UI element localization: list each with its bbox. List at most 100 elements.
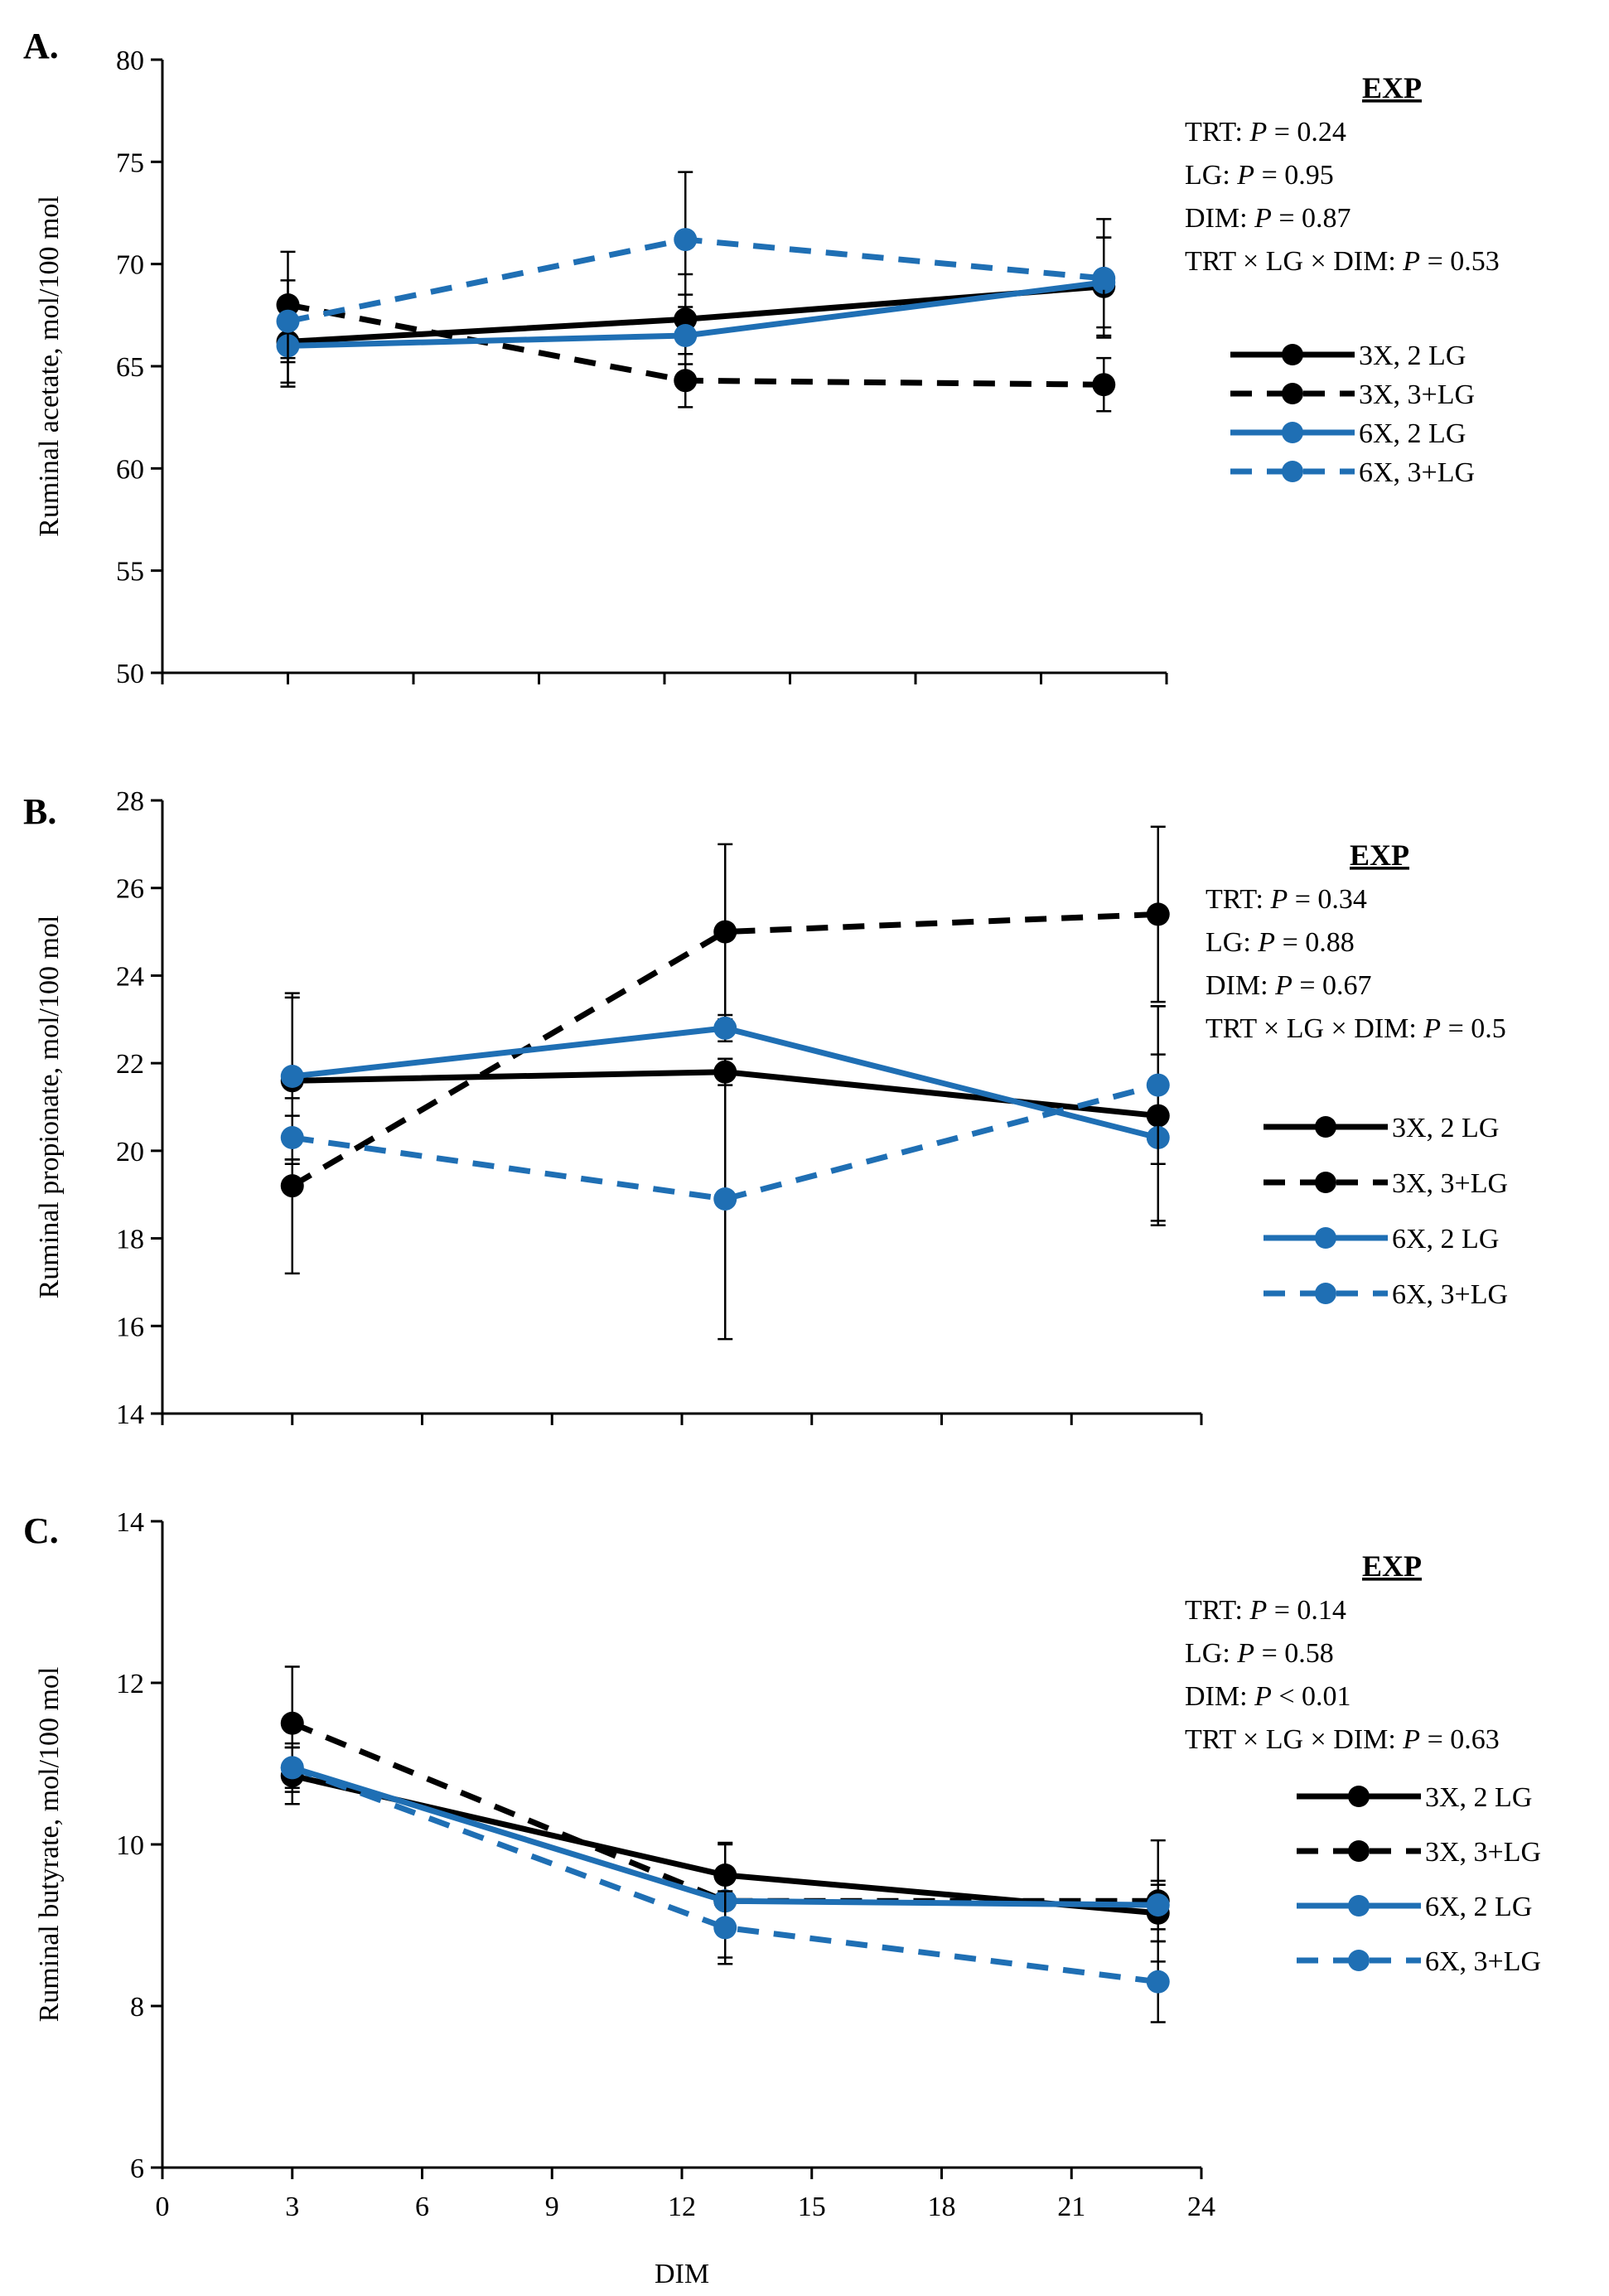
y-axis-title: Ruminal acetate, mol/100 mol [34, 196, 65, 537]
x-tick-label: 12 [668, 2192, 696, 2222]
y-tick-label: 10 [116, 1830, 144, 1861]
y-tick-label: 80 [116, 46, 144, 76]
panel-label: B. [23, 791, 56, 832]
y-tick-label: 24 [116, 961, 144, 992]
stats-line: DIM: P = 0.87 [1185, 203, 1351, 234]
stats-text: = 0.63 [1420, 1724, 1500, 1755]
legend-label: 6X, 2 LG [1359, 418, 1466, 449]
series-line [291, 1765, 1159, 1985]
stats-heading: EXP [1362, 1549, 1422, 1583]
y-tick-label: 14 [116, 1507, 144, 1538]
legend-swatch-marker [1282, 344, 1303, 365]
data-point [713, 1916, 737, 1940]
stats-text: TRT × LG × DIM: [1206, 1013, 1423, 1044]
x-axis-title: DIM [655, 2259, 709, 2289]
stats-text: = 0.67 [1293, 970, 1372, 1001]
data-point [713, 1187, 737, 1211]
series-6X, 3+LG [280, 1005, 1170, 1341]
data-point [674, 369, 698, 393]
stats-line: TRT × LG × DIM: P = 0.5 [1206, 1013, 1506, 1044]
y-tick-label: 65 [116, 352, 144, 383]
chart-panel-3: C. 6 8 10 12 14 0 3 6 9 12 15 18 21 24 Ruminal butyrate… [23, 1507, 1541, 2222]
legend-swatch-marker [1348, 1895, 1370, 1917]
stats-text: = 0.95 [1254, 160, 1334, 191]
stats-line: LG: P = 0.95 [1185, 160, 1334, 191]
stats-text: TRT: [1185, 1595, 1249, 1626]
stats-p-symbol: P [1402, 1724, 1420, 1755]
panel-label: A. [23, 26, 59, 66]
stats-p-symbol: P [1254, 1681, 1272, 1712]
y-tick-label: 50 [116, 659, 144, 689]
legend-label: 3X, 2 LG [1392, 1113, 1499, 1143]
series-3X, 2 LG [276, 236, 1116, 384]
stats-p-symbol: P [1249, 117, 1267, 147]
data-point [280, 1174, 304, 1198]
legend: 3X, 2 LG 3X, 3+LG 6X, 2 LG 6X, 3+LG [1297, 1782, 1541, 1977]
series-line [292, 1082, 1159, 1202]
x-tick-label: 0 [156, 2192, 170, 2222]
y-tick-label: 28 [116, 786, 144, 817]
stats-p-symbol: P [1423, 1013, 1441, 1044]
y-tick-label: 16 [116, 1312, 144, 1342]
x-tick-label: 15 [798, 2192, 826, 2222]
legend-swatch-marker [1315, 1116, 1336, 1138]
stats-line: LG: P = 0.88 [1206, 927, 1355, 958]
stats-text: TRT: [1206, 884, 1270, 915]
legend: 3X, 2 LG 3X, 3+LG 6X, 2 LG 6X, 3+LG [1230, 341, 1475, 488]
stats-heading: EXP [1350, 839, 1409, 872]
y-tick-label: 55 [116, 557, 144, 587]
stats-line: LG: P = 0.58 [1185, 1638, 1334, 1669]
x-tick-label: 9 [545, 2192, 559, 2222]
legend-label: 6X, 3+LG [1425, 1946, 1541, 1977]
stats-line: DIM: P < 0.01 [1185, 1681, 1351, 1712]
y-tick-label: 26 [116, 874, 144, 905]
data-point [674, 228, 698, 252]
chart-panel-1: A. 50 55 60 65 70 75 80 Ruminal acetate, mol/100… [23, 26, 1500, 689]
series-line [290, 911, 1158, 1189]
legend-label: 6X, 2 LG [1392, 1224, 1499, 1254]
chart-panel-2: B. 14 16 18 20 22 24 26 28 Ruminal propionate, mo… [23, 786, 1508, 1430]
y-axis-title: Ruminal butyrate, mol/100 mol [34, 1667, 65, 2023]
x-tick-label: 6 [415, 2192, 429, 2222]
stats-text: = 0.58 [1254, 1638, 1334, 1669]
legend: 3X, 2 LG 3X, 3+LG 6X, 2 LG 6X, 3+LG [1264, 1113, 1508, 1310]
stats-text: = 0.14 [1267, 1595, 1346, 1626]
stats-p-symbol: P [1269, 884, 1288, 915]
legend-swatch-marker [1282, 383, 1303, 404]
y-axis-title: Ruminal propionate, mol/100 mol [34, 916, 65, 1299]
stats-heading: EXP [1362, 71, 1422, 104]
panel-label: C. [23, 1511, 59, 1551]
stats-p-symbol: P [1257, 927, 1275, 958]
stats-p-symbol: P [1402, 246, 1420, 277]
series-6X, 3+LG [280, 1742, 1170, 2023]
x-tick-label: 21 [1057, 2192, 1085, 2222]
stats-text: LG: [1185, 1638, 1237, 1669]
stats-p-symbol: P [1236, 1638, 1254, 1669]
y-tick-label: 20 [116, 1137, 144, 1167]
series-line [287, 236, 1104, 325]
stats-line: TRT: P = 0.34 [1206, 884, 1367, 915]
data-point [280, 1711, 304, 1735]
y-tick-label: 22 [116, 1049, 144, 1080]
legend-label: 3X, 3+LG [1392, 1168, 1508, 1199]
y-tick-label: 12 [116, 1669, 144, 1699]
legend-swatch-marker [1282, 422, 1303, 443]
series-6X, 3+LG [276, 171, 1116, 364]
stats-text: = 0.88 [1275, 927, 1355, 958]
stats-text: TRT: [1185, 117, 1249, 147]
stats-text: LG: [1206, 927, 1258, 958]
legend-label: 6X, 3+LG [1359, 457, 1475, 488]
stats-line: TRT × LG × DIM: P = 0.53 [1185, 246, 1500, 277]
legend-label: 3X, 2 LG [1425, 1782, 1532, 1813]
stats-text: = 0.34 [1288, 884, 1367, 915]
y-tick-label: 75 [116, 147, 144, 178]
legend-label: 3X, 2 LG [1359, 341, 1466, 371]
stats-text: TRT × LG × DIM: [1185, 246, 1403, 277]
legend-label: 6X, 3+LG [1392, 1279, 1508, 1310]
series-line [291, 1720, 1158, 1904]
stats-text: = 0.5 [1441, 1013, 1506, 1044]
stats-p-symbol: P [1249, 1595, 1267, 1626]
stats-text: = 0.87 [1272, 203, 1351, 234]
